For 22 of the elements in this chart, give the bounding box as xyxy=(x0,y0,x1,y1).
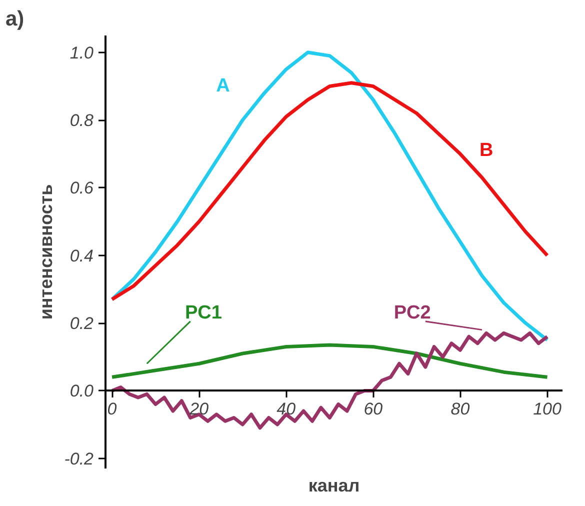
legend-label: PC2 xyxy=(394,302,431,324)
x-tick-label: 20 xyxy=(188,400,210,419)
y-axis-title: интенсивность xyxy=(36,184,56,320)
y-tick-label: 0.8 xyxy=(70,111,94,130)
line-series xyxy=(110,50,550,342)
x-tick-label: 0 xyxy=(107,400,118,419)
x-tick-label: 40 xyxy=(276,400,296,419)
x-tick-label: 80 xyxy=(450,400,470,419)
y-tick-label: -0.2 xyxy=(64,449,94,468)
x-tick-label: 100 xyxy=(533,400,562,419)
line-series xyxy=(110,343,550,379)
y-tick-label: 0.0 xyxy=(70,382,94,401)
y-tick-label: 0.4 xyxy=(70,246,94,266)
text: a) xyxy=(6,8,24,30)
x-axis-title: канал xyxy=(308,476,360,496)
series-label: B xyxy=(479,140,494,162)
y-tick-label: 0.6 xyxy=(70,178,94,198)
series-label: A xyxy=(216,76,230,97)
y-tick-label: 0.2 xyxy=(70,314,94,334)
x-tick-label: 60 xyxy=(364,400,384,419)
y-tick-label: 1.0 xyxy=(70,43,94,62)
series-label: PC1 xyxy=(184,302,222,324)
